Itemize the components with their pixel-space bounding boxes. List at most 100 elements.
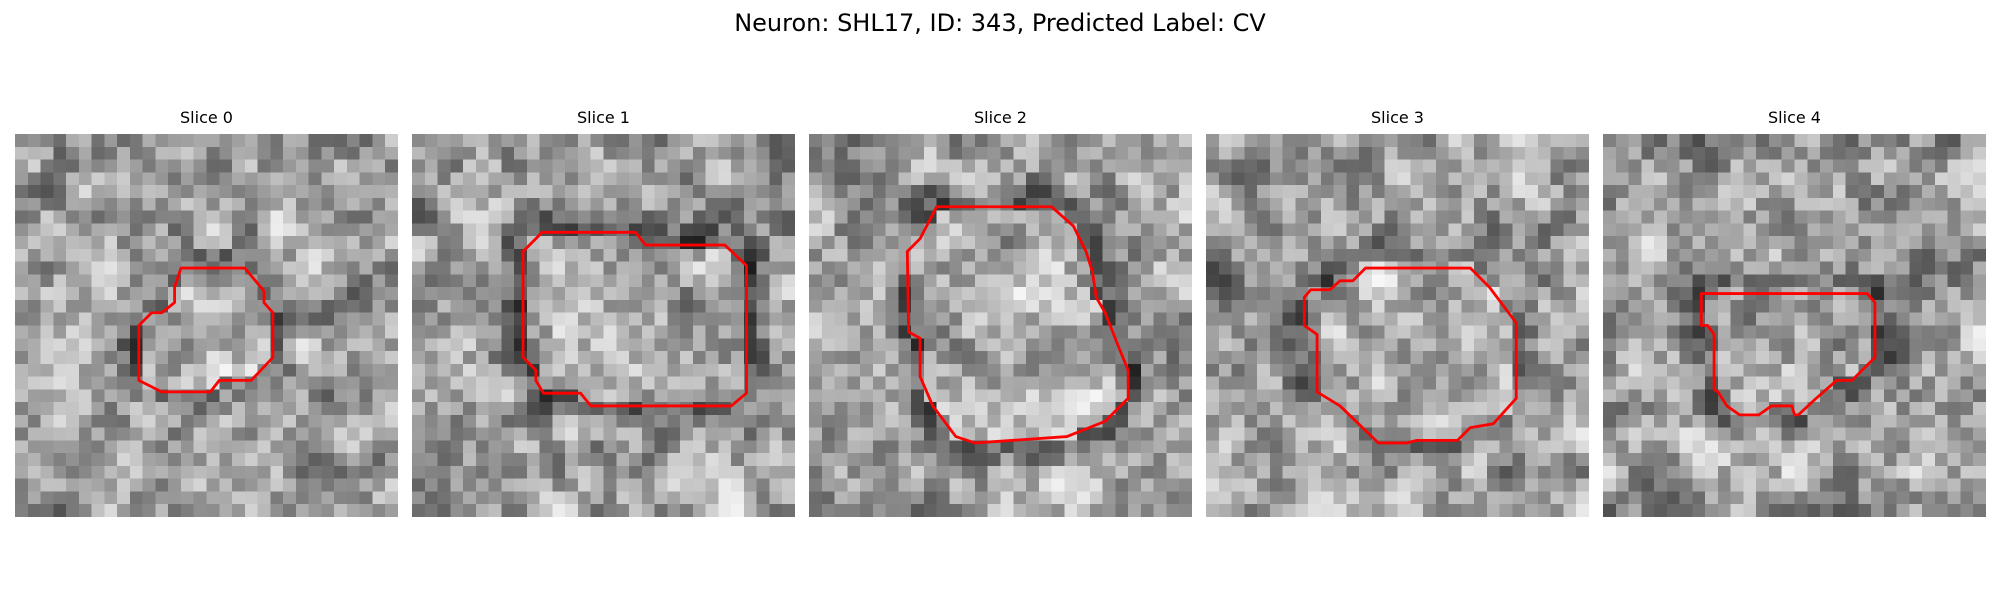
image-pixel: [1499, 491, 1513, 505]
image-pixel: [1218, 402, 1232, 416]
image-pixel: [1666, 465, 1680, 479]
image-pixel: [117, 261, 131, 275]
image-pixel: [206, 414, 220, 428]
image-pixel: [898, 478, 912, 492]
image-pixel: [718, 159, 732, 173]
image-pixel: [321, 414, 335, 428]
image-pixel: [257, 478, 271, 492]
image-pixel: [667, 299, 681, 313]
image-pixel: [1628, 223, 1642, 237]
image-pixel: [1115, 414, 1129, 428]
image-pixel: [911, 223, 925, 237]
image-pixel: [1756, 440, 1770, 454]
image-pixel: [641, 312, 655, 326]
image-pixel: [1858, 427, 1872, 441]
image-pixel: [346, 389, 360, 403]
image-pixel: [295, 223, 309, 237]
image-pixel: [450, 414, 464, 428]
image-pixel: [1206, 159, 1220, 173]
image-pixel: [898, 172, 912, 186]
image-pixel: [501, 223, 515, 237]
image-pixel: [475, 159, 489, 173]
image-pixel: [1628, 504, 1642, 517]
image-pixel: [1461, 414, 1475, 428]
image-pixel: [1244, 236, 1258, 250]
image-pixel: [1013, 427, 1027, 441]
image-pixel: [1423, 376, 1437, 390]
image-pixel: [232, 440, 246, 454]
image-pixel: [334, 465, 348, 479]
image-pixel: [1206, 261, 1220, 275]
image-pixel: [809, 478, 823, 492]
image-pixel: [1257, 491, 1271, 505]
image-pixel: [475, 248, 489, 262]
image-pixel: [78, 210, 92, 224]
image-pixel: [1845, 210, 1859, 224]
image-pixel: [1730, 427, 1744, 441]
image-pixel: [488, 376, 502, 390]
image-pixel: [1257, 402, 1271, 416]
image-pixel: [526, 389, 540, 403]
image-pixel: [193, 325, 207, 339]
image-pixel: [834, 261, 848, 275]
image-pixel: [847, 159, 861, 173]
image-pixel: [616, 478, 630, 492]
image-pixel: [1807, 185, 1821, 199]
image-pixel: [1794, 312, 1808, 326]
image-pixel: [295, 146, 309, 160]
image-pixel: [257, 504, 271, 517]
image-pixel: [1397, 287, 1411, 301]
image-pixel: [936, 287, 950, 301]
image-pixel: [334, 223, 348, 237]
image-pixel: [1756, 236, 1770, 250]
slice-title: Slice 1: [577, 108, 630, 127]
image-pixel: [206, 146, 220, 160]
image-pixel: [1218, 287, 1232, 301]
image-pixel: [718, 236, 732, 250]
image-pixel: [1512, 414, 1526, 428]
image-pixel: [321, 261, 335, 275]
image-pixel: [206, 134, 220, 148]
image-pixel: [463, 376, 477, 390]
image-pixel: [654, 185, 668, 199]
image-pixel: [346, 504, 360, 517]
image-pixel: [346, 440, 360, 454]
image-pixel: [104, 236, 118, 250]
image-pixel: [1128, 287, 1142, 301]
image-pixel: [552, 414, 566, 428]
image-pixel: [15, 376, 29, 390]
image-pixel: [590, 197, 604, 211]
image-pixel: [1102, 248, 1116, 262]
image-pixel: [1397, 504, 1411, 517]
image-pixel: [475, 223, 489, 237]
image-pixel: [1922, 427, 1936, 441]
image-pixel: [809, 351, 823, 365]
image-pixel: [1308, 504, 1322, 517]
image-pixel: [53, 210, 67, 224]
image-pixel: [91, 146, 105, 160]
image-pixel: [180, 172, 194, 186]
image-pixel: [412, 223, 426, 237]
image-pixel: [616, 299, 630, 313]
image-pixel: [1295, 172, 1309, 186]
image-pixel: [1102, 491, 1116, 505]
image-pixel: [1537, 159, 1551, 173]
image-pixel: [1820, 325, 1834, 339]
image-pixel: [1717, 338, 1731, 352]
image-pixel: [1346, 159, 1360, 173]
image-pixel: [1333, 338, 1347, 352]
image-pixel: [1679, 325, 1693, 339]
image-pixel: [1960, 248, 1974, 262]
image-pixel: [1102, 159, 1116, 173]
image-pixel: [1423, 159, 1437, 173]
image-pixel: [463, 504, 477, 517]
image-pixel: [450, 210, 464, 224]
image-pixel: [15, 223, 29, 237]
image-pixel: [1705, 159, 1719, 173]
image-pixel: [1820, 363, 1834, 377]
image-pixel: [270, 287, 284, 301]
image-pixel: [641, 504, 655, 517]
image-pixel: [1013, 172, 1027, 186]
image-pixel: [539, 491, 553, 505]
image-pixel: [1730, 389, 1744, 403]
